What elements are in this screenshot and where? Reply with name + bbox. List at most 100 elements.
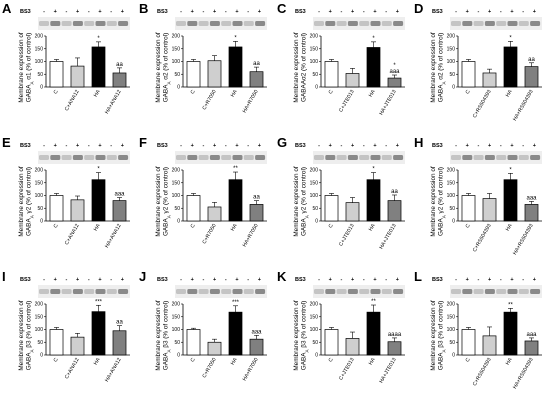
- bar-c-r7050: [207, 206, 222, 222]
- y-tick-label: 150: [447, 314, 456, 320]
- bs3-sign: -: [500, 143, 502, 149]
- bs3-sign: +: [533, 277, 536, 283]
- blot-band: [462, 21, 473, 26]
- blot-band: [50, 21, 61, 26]
- x-tick-label: C: [53, 223, 60, 229]
- panel-b: B BS3 - + - + - + - +0 50 100 150 200 Membrane express…: [137, 0, 274, 133]
- significance-label: *: [234, 35, 237, 41]
- blot-band: [198, 289, 209, 294]
- blot-band: [187, 289, 198, 294]
- blot-band: [95, 21, 106, 26]
- bar-c-rs504393: [482, 198, 497, 222]
- blot-band: [359, 289, 370, 294]
- x-tick-label: C: [328, 89, 335, 95]
- bar-ha-r7050: [249, 338, 264, 356]
- y-axis-label: Membrane expression ofGABAA β3 (% of con…: [155, 300, 171, 371]
- panel-letter: A: [2, 1, 12, 16]
- bs3-label: BS3: [20, 277, 31, 283]
- bar-ha-r7050: [249, 204, 264, 222]
- bs3-label: BS3: [432, 143, 443, 149]
- blot-band: [359, 155, 370, 160]
- bs3-sign: -: [43, 9, 45, 15]
- bar-c-r7050: [207, 341, 222, 356]
- significance-label: aaa: [251, 329, 262, 335]
- y-tick-label: 0: [177, 219, 180, 225]
- blot-band: [484, 155, 495, 160]
- panel-letter: B: [139, 1, 148, 16]
- bar-ha-jte013: [387, 200, 402, 222]
- y-tick-label: 0: [315, 353, 318, 359]
- bar-ha: [228, 179, 243, 222]
- blot-strip: [175, 151, 267, 164]
- x-tick-label: HA: [230, 223, 239, 233]
- blot-band: [209, 155, 220, 160]
- significance-label: aaa: [389, 69, 400, 75]
- panel-c: C BS3 - + - + - + - +0 50 100 150 200 Membrane express…: [275, 0, 412, 133]
- bs3-sign: -: [247, 9, 249, 15]
- blot-strip: [175, 17, 267, 30]
- bs3-sign: -: [500, 277, 502, 283]
- y-tick-label: 150: [172, 314, 181, 320]
- bar-c: [186, 329, 201, 356]
- bs3-label: BS3: [20, 9, 31, 15]
- x-tick-label: C: [190, 89, 197, 95]
- blot-band: [255, 21, 266, 26]
- x-tick-label: HA+R7050: [242, 357, 260, 382]
- bs3-sign: +: [373, 143, 376, 149]
- blot-strip: [313, 151, 405, 164]
- bar-c-jte013: [345, 73, 360, 88]
- blot-band: [518, 21, 529, 26]
- panel-k: K BS3 - + - + - + - +0 50 100 150 200 Membrane express…: [275, 268, 412, 401]
- blot-band: [325, 155, 336, 160]
- bs3-sign: -: [202, 277, 204, 283]
- bs3-sign: +: [396, 277, 399, 283]
- blot-strip: [450, 285, 542, 298]
- bs3-sign: +: [76, 277, 79, 283]
- blot-band: [507, 21, 518, 26]
- bar-c-ana12: [70, 336, 85, 356]
- bs3-sign: +: [510, 277, 513, 283]
- bs3-sign: -: [455, 9, 457, 15]
- bar-c-rs504393: [482, 335, 497, 356]
- y-tick-label: 200: [172, 168, 181, 174]
- bs3-sign: +: [533, 9, 536, 15]
- y-tick-label: 150: [310, 46, 319, 52]
- bs3-sign: -: [110, 277, 112, 283]
- bar-c: [324, 329, 339, 356]
- blot-band: [381, 289, 392, 294]
- bar-ha: [366, 179, 381, 222]
- blot-strip: [175, 285, 267, 298]
- bs3-label: BS3: [432, 277, 443, 283]
- y-axis-label: Membrane expression ofGABAA β3 (% of con…: [293, 300, 309, 371]
- significance-label: aa: [116, 62, 123, 68]
- y-tick-label: 100: [447, 193, 456, 199]
- blot-band: [370, 155, 381, 160]
- bar-ha: [91, 311, 106, 356]
- bar-c: [49, 195, 64, 222]
- y-tick-label: 200: [172, 34, 181, 40]
- bs3-sign: +: [488, 143, 491, 149]
- y-tick-label: 0: [177, 353, 180, 359]
- bar-c: [186, 61, 201, 88]
- blot-band: [50, 155, 61, 160]
- blot-band: [336, 289, 347, 294]
- bs3-sign: +: [121, 9, 124, 15]
- x-tick-label: HA: [505, 89, 514, 99]
- significance-label: aa: [116, 320, 123, 326]
- y-tick-label: 200: [447, 302, 456, 308]
- y-tick-label: 0: [452, 85, 455, 91]
- bs3-sign: +: [54, 143, 57, 149]
- blot-band: [314, 155, 324, 160]
- bs3-sign: +: [351, 9, 354, 15]
- y-tick-label: 50: [37, 340, 43, 346]
- blot-strip: [38, 151, 130, 164]
- blot-band: [518, 155, 529, 160]
- bs3-sign: +: [191, 277, 194, 283]
- x-tick-label: HA+ANA12: [104, 89, 123, 115]
- blot-strip: [38, 17, 130, 30]
